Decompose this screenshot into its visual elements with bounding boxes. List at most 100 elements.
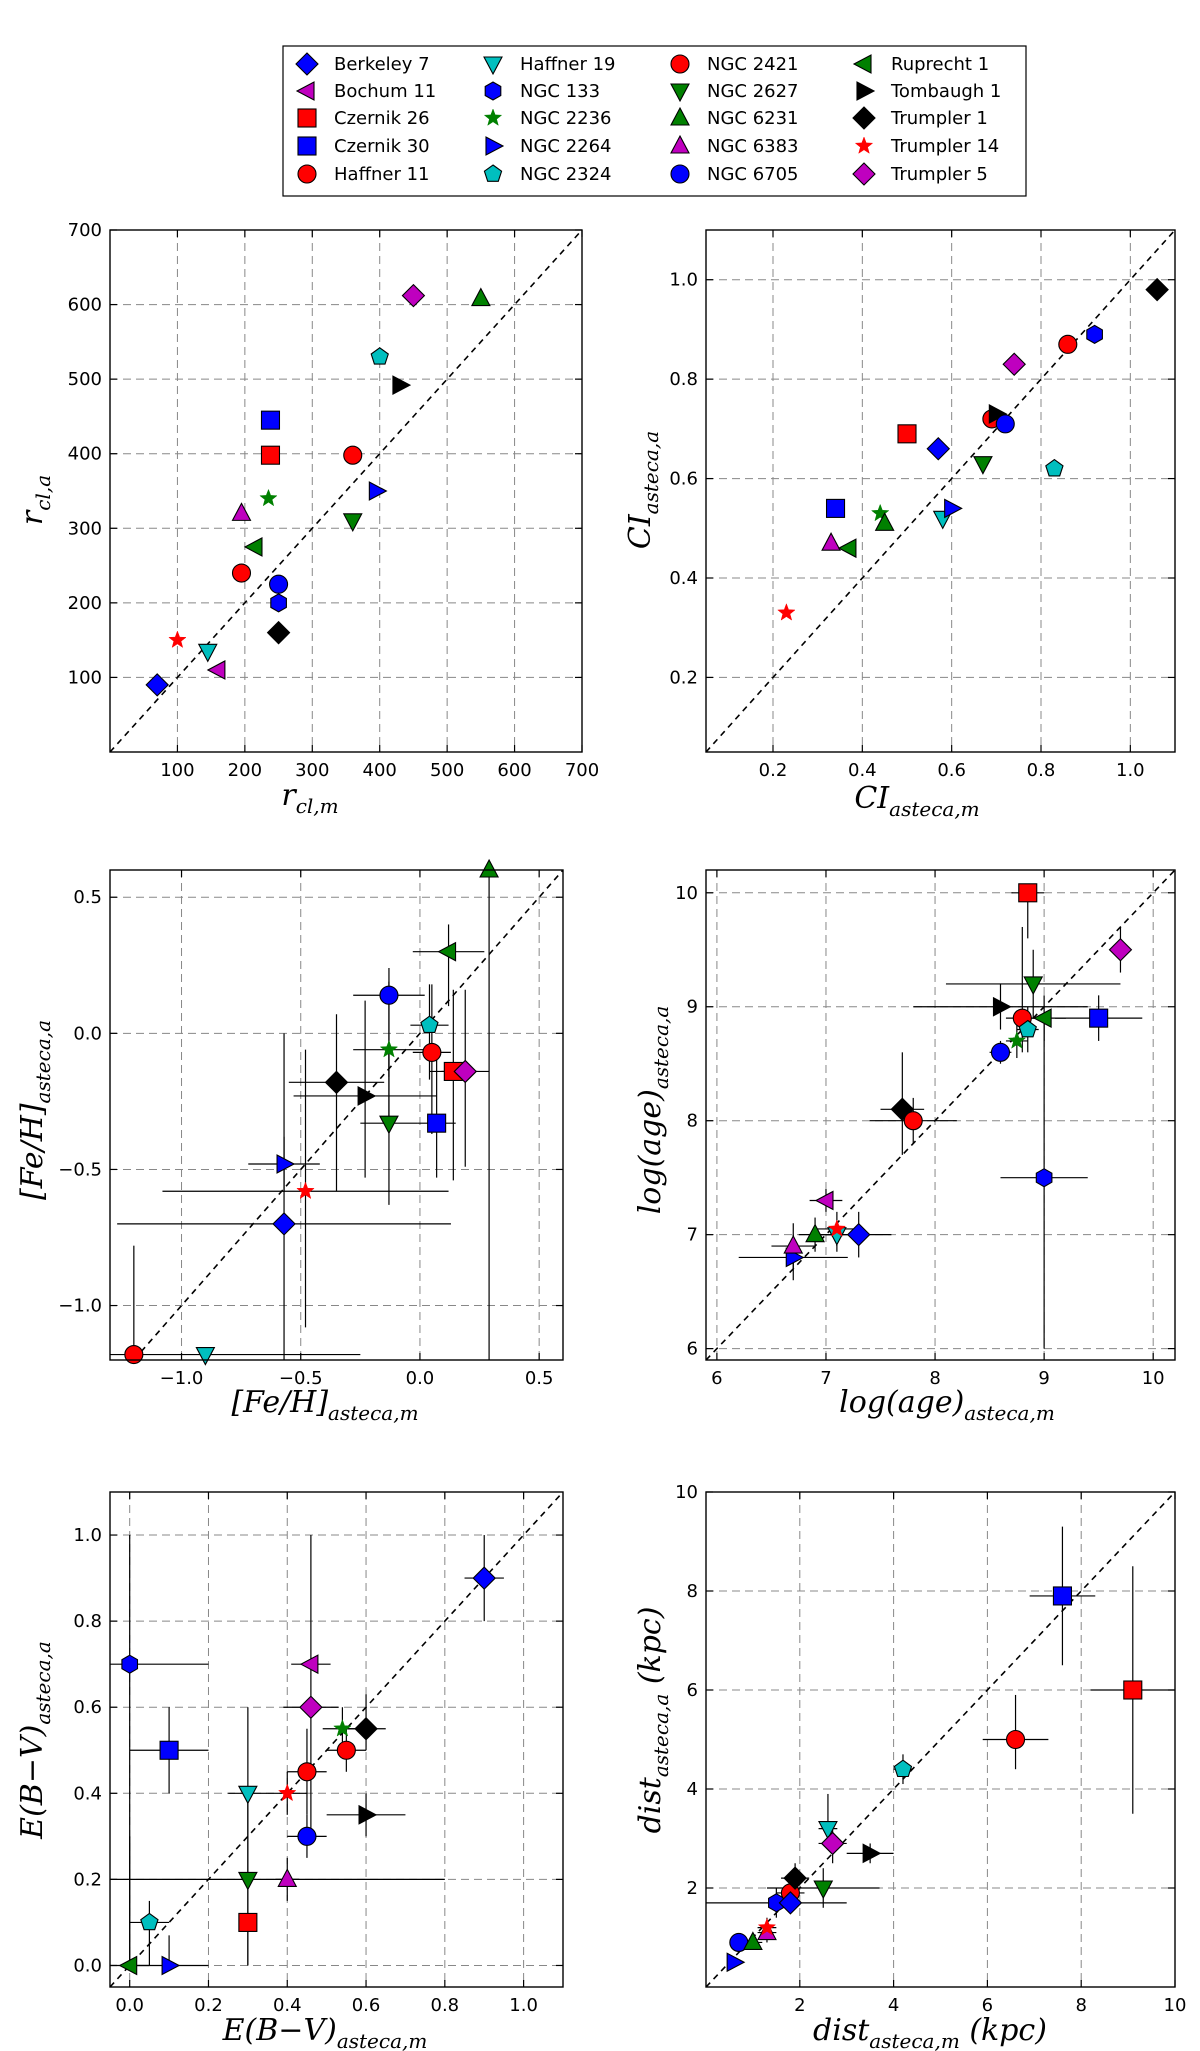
dist-ytick-label: 8 [687, 1581, 698, 1602]
age-point-ngc-6231 [805, 1223, 825, 1243]
ebv-point-ngc-2236 [333, 1718, 352, 1737]
ebv-ytick-label: 0.2 [73, 1869, 102, 1890]
ebv-xtick-label: 0.8 [431, 1995, 460, 2016]
age-point-berkeley-7 [846, 1222, 871, 1247]
ebv-point-ngc-6705 [297, 1826, 317, 1846]
ebv-point-ngc-133 [121, 1654, 139, 1674]
ci-point-ngc-2627 [973, 456, 993, 475]
legend-marker-ngc-2236 [483, 108, 503, 126]
ci-point-trumpler-1 [1145, 277, 1169, 302]
age-xtick-label: 10 [1142, 1368, 1165, 1389]
rcl-xtick-label: 300 [295, 760, 329, 781]
ci-point-ngc-6383 [821, 532, 841, 551]
feh-point-ruprecht-1 [437, 941, 457, 962]
feh-point-ngc-2264 [276, 1154, 296, 1174]
ebv-point-berkeley-7 [472, 1566, 496, 1590]
feh-point-ngc-2627 [379, 1115, 399, 1135]
legend-marker-ngc-2264 [485, 136, 505, 156]
feh-point-haffner-11 [124, 1345, 144, 1365]
ebv-point-haffner-19 [237, 1785, 258, 1805]
dist-point-ngc-2421 [1005, 1729, 1026, 1750]
age-ytick-label: 10 [675, 883, 698, 904]
feh-xtick-label: −1.0 [160, 1368, 204, 1389]
ci-xtick-label: 0.2 [759, 760, 788, 781]
legend-marker-ngc-6705 [670, 164, 690, 184]
legend-label-ngc-6383: NGC 6383 [707, 136, 799, 157]
ebv-point-haffner-11 [336, 1740, 356, 1760]
dist-point-ngc-6231 [742, 1931, 763, 1950]
age-point-czernik-26 [1018, 883, 1038, 903]
legend-label-ngc-133: NGC 133 [520, 81, 600, 102]
ebv-point-ruprecht-1 [118, 1955, 138, 1976]
feh-xtick-label: 0.5 [525, 1368, 554, 1389]
legend-box [282, 45, 1027, 197]
age-xtick-label: 9 [1038, 1368, 1049, 1389]
rcl-point-haffner-19 [197, 643, 218, 663]
dist-xtick-label: 8 [1075, 1995, 1086, 2016]
rcl-point-czernik-26 [260, 445, 281, 465]
ci-point-czernik-26 [897, 424, 917, 444]
rcl-point-berkeley-7 [145, 673, 169, 697]
ebv-point-ngc-2421 [297, 1762, 317, 1782]
ebv-ytick-label: 0.4 [73, 1783, 102, 1804]
rcl-point-haffner-11 [231, 563, 252, 583]
dist-xtick-label: 6 [982, 1995, 993, 2016]
legend: Berkeley 7 Bochum 11 Czernik 26 Czernik 30 H… [295, 52, 1001, 186]
age-ytick-label: 7 [687, 1225, 698, 1246]
ebv-xtick-label: 0.2 [194, 1995, 223, 2016]
ebv-point-tombaugh-1 [358, 1804, 378, 1825]
ci-ytick-label: 0.8 [669, 369, 698, 390]
rcl-point-trumpler-14 [168, 630, 187, 648]
age-xtick-label: 6 [711, 1368, 722, 1389]
ebv-point-trumpler-1 [354, 1716, 378, 1741]
legend-marker-czernik-26 [297, 108, 317, 128]
legend-label-ngc-2236: NGC 2236 [520, 108, 612, 129]
ci-xtick-label: 1.0 [1116, 760, 1145, 781]
ebv-point-ngc-2324 [140, 1912, 159, 1931]
ebv-point-ngc-2627 [237, 1871, 258, 1891]
age-point-haffner-11 [903, 1111, 923, 1131]
ebv-point-czernik-30 [159, 1740, 179, 1760]
legend-label-haffner-19: Haffner 19 [520, 54, 615, 75]
feh-point-trumpler-5 [453, 1059, 478, 1084]
ci-ytick-label: 0.4 [669, 568, 698, 589]
legend-label-haffner-11: Haffner 11 [334, 164, 429, 185]
rcl-point-trumpler-1 [266, 620, 291, 645]
age-ytick-label: 9 [687, 997, 698, 1018]
dist-point-ngc-2264 [726, 1952, 746, 1973]
ci-point-ruprecht-1 [837, 538, 857, 559]
rcl-panel: 100 200 300 400 500 600 700 100 200 300 400 500 600 7… [68, 220, 600, 781]
legend-label-czernik-30: Czernik 30 [334, 136, 430, 157]
rcl-point-ngc-2421 [343, 445, 363, 465]
ebv-ytick-label: 0.0 [73, 1955, 102, 1976]
age-identity-line [705, 869, 1176, 1361]
age-xlabel: log(age)asteca,m [839, 1385, 1055, 1425]
dist-point-ngc-2324 [893, 1759, 913, 1778]
rcl-xtick-label: 700 [565, 760, 599, 781]
rcl-point-bochum-11 [206, 660, 226, 680]
ci-point-berkeley-7 [926, 436, 951, 461]
legend-label-ngc-6705: NGC 6705 [707, 164, 799, 185]
ebv-ytick-label: 1.0 [73, 1525, 102, 1546]
rcl-xtick-label: 200 [228, 760, 262, 781]
age-point-bochum-11 [814, 1190, 834, 1211]
legend-marker-ngc-6231 [670, 106, 690, 126]
dist-ylabel: distasteca,a (kpc) [633, 1607, 673, 1834]
feh-point-berkeley-7 [272, 1212, 296, 1236]
legend-marker-trumpler-1 [852, 106, 876, 130]
rcl-xlabel: rcl,m [281, 778, 338, 818]
age-point-tombaugh-1 [992, 996, 1012, 1017]
ci-point-ngc-2236 [870, 503, 890, 522]
feh-point-haffner-19 [195, 1347, 216, 1366]
ci-xtick-label: 0.6 [937, 760, 966, 781]
rcl-point-czernik-30 [260, 410, 281, 430]
ci-ytick-label: 1.0 [669, 270, 698, 291]
dist-xtick-label: 10 [1164, 1995, 1187, 2016]
rcl-ytick-label: 300 [68, 518, 102, 539]
ci-point-czernik-30 [825, 498, 846, 518]
dist-point-czernik-26 [1123, 1680, 1143, 1700]
dist-ytick-label: 6 [687, 1680, 698, 1701]
feh-point-ngc-2421 [422, 1042, 442, 1062]
rcl-xtick-label: 100 [160, 760, 194, 781]
age-point-trumpler-14 [827, 1219, 847, 1237]
